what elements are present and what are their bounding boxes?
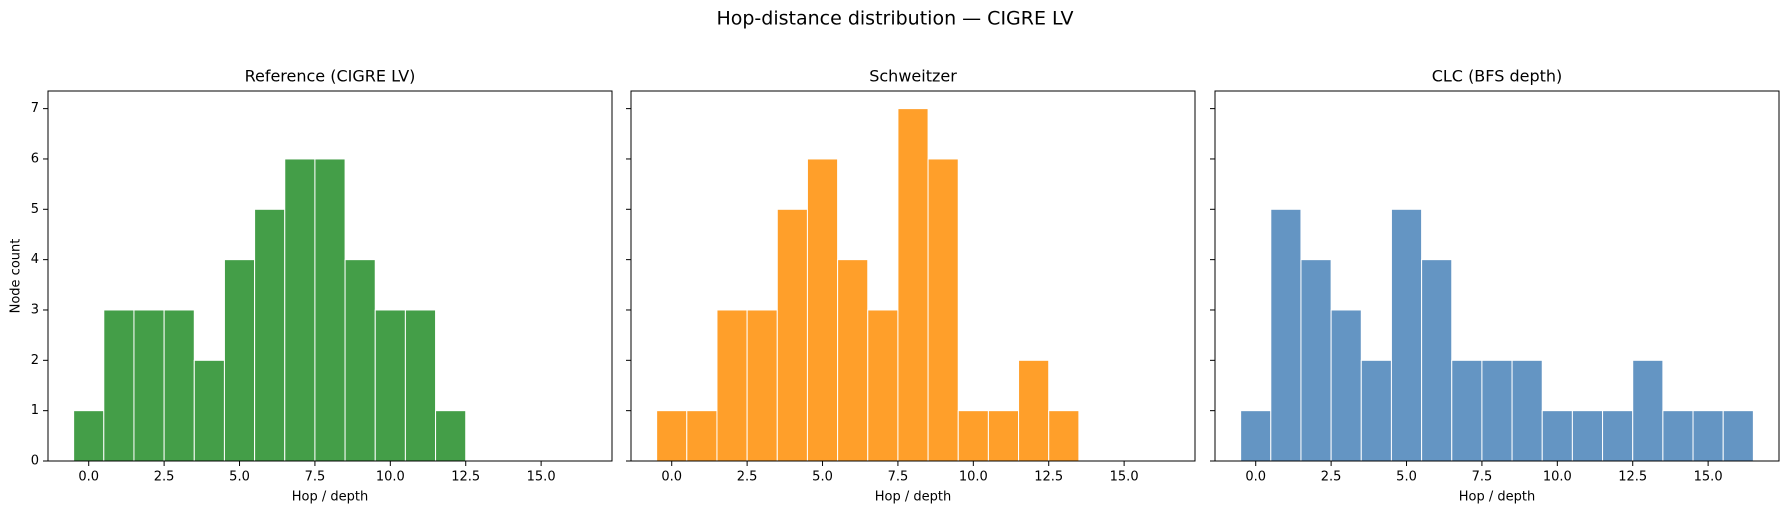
hist-bar: [1360, 359, 1392, 462]
hist-bar: [133, 309, 165, 462]
hist-bar: [1018, 359, 1050, 462]
x-tick-label: 10.0: [1543, 470, 1572, 485]
hist-bar: [193, 359, 225, 462]
hist-bar: [1722, 410, 1754, 462]
y-tick-label: 3: [31, 302, 39, 317]
hist-bar: [344, 259, 376, 462]
hist-bar: [404, 309, 437, 462]
hist-bar: [314, 158, 346, 462]
x-tick-label: 5.0: [1396, 470, 1417, 485]
plot-frame: [630, 90, 1196, 462]
hist-bar: [746, 309, 778, 462]
hist-bar: [837, 259, 869, 462]
hist-bar: [987, 410, 1020, 462]
plot-frame: [1214, 90, 1780, 462]
x-tick-label: 7.5: [888, 470, 909, 485]
x-tick-label: 7.5: [305, 470, 326, 485]
hist-bar: [1602, 410, 1634, 462]
hist-bar: [1571, 410, 1604, 462]
hist-bar: [435, 410, 467, 462]
hist-bar: [73, 410, 105, 462]
hist-bar: [867, 309, 899, 462]
hist-bar: [1048, 410, 1080, 462]
hist-bar: [1662, 410, 1694, 462]
x-tick-label: 5.0: [812, 470, 833, 485]
y-tick-label: 1: [31, 403, 39, 418]
hist-bar: [1451, 359, 1483, 462]
x-tick-label: 12.5: [451, 470, 480, 485]
hist-bar: [957, 410, 989, 462]
x-tick-label: 7.5: [1472, 470, 1493, 485]
hist-bar: [1692, 410, 1724, 462]
hist-bar: [716, 309, 748, 462]
x-tick-label: 2.5: [1321, 470, 1342, 485]
hist-bar: [223, 259, 256, 462]
x-tick-label: 15.0: [1110, 470, 1139, 485]
hist-bar: [163, 309, 195, 462]
x-tick-label: 5.0: [229, 470, 250, 485]
y-tick-label: 0: [31, 454, 39, 469]
figure-title: Hop-distance distribution — CIGRE LV: [716, 8, 1073, 30]
y-tick-label: 7: [31, 101, 39, 116]
hist-bar: [656, 410, 688, 462]
x-tick-label: 10.0: [376, 470, 405, 485]
x-axis-label: Hop / depth: [1459, 490, 1535, 505]
y-tick-label: 2: [31, 353, 39, 368]
hist-bar: [686, 410, 718, 462]
panel-title: CLC (BFS depth): [1432, 67, 1563, 86]
hist-bar: [1240, 410, 1272, 462]
x-tick-label: 15.0: [1694, 470, 1723, 485]
hist-bar: [1421, 259, 1453, 462]
y-axis-label: Node count: [9, 239, 24, 314]
hist-bar: [1300, 259, 1332, 462]
x-tick-label: 2.5: [737, 470, 758, 485]
hist-bar: [374, 309, 406, 462]
hist-bar: [1481, 359, 1513, 462]
hist-bar: [1541, 410, 1573, 462]
y-tick-label: 4: [31, 252, 39, 267]
x-axis-label: Hop / depth: [875, 490, 951, 505]
y-tick-label: 5: [31, 202, 39, 217]
hist-bar: [806, 158, 839, 462]
x-tick-label: 15.0: [527, 470, 556, 485]
x-tick-label: 10.0: [959, 470, 988, 485]
panel-title: Reference (CIGRE LV): [245, 67, 416, 86]
x-tick-label: 0.0: [661, 470, 682, 485]
hist-bar: [1632, 359, 1664, 462]
panel-title: Schweitzer: [869, 67, 957, 86]
hist-bar: [1330, 309, 1362, 462]
x-tick-label: 0.0: [78, 470, 99, 485]
hist-bar: [1511, 359, 1543, 462]
y-tick-label: 6: [31, 151, 39, 166]
hist-bar: [254, 208, 286, 462]
x-axis-label: Hop / depth: [292, 490, 368, 505]
x-tick-label: 0.0: [1245, 470, 1266, 485]
x-tick-label: 2.5: [154, 470, 175, 485]
hist-bar: [776, 208, 808, 462]
hist-bar: [897, 108, 929, 462]
x-tick-label: 12.5: [1618, 470, 1647, 485]
hist-bar: [927, 158, 959, 462]
hist-bar: [1270, 208, 1302, 462]
hist-bar: [284, 158, 316, 462]
hist-bar: [103, 309, 135, 462]
x-tick-label: 12.5: [1034, 470, 1063, 485]
plot-frame: [47, 90, 613, 462]
hist-bar: [1390, 208, 1423, 462]
